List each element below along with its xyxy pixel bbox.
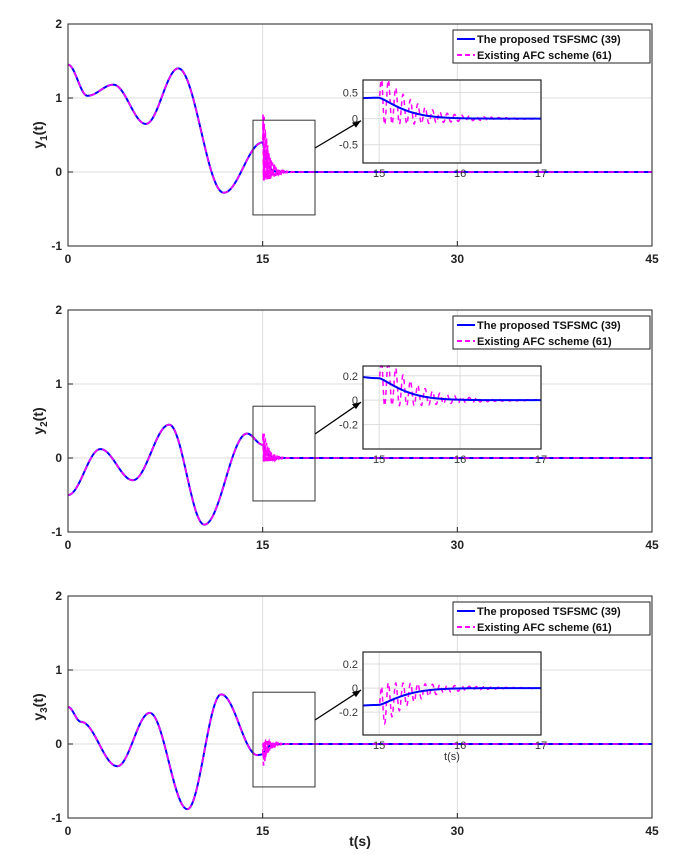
inset-y-tick-label: -0.5 <box>339 140 358 152</box>
legend-label-proposed: The proposed TSFSMC (39) <box>477 34 621 46</box>
x-tick-label: 15 <box>256 538 270 552</box>
zoom-region-box <box>252 691 316 788</box>
inset-x-tick-label: 16 <box>454 740 466 752</box>
y-label-suffix: (t) <box>30 407 46 421</box>
y-axis-label: y3(t) <box>30 693 50 720</box>
inset-y-tick-label: 0.2 <box>343 659 358 671</box>
y-tick-label: 2 <box>55 589 62 603</box>
axes-box <box>67 23 653 247</box>
y-label-subscript: 1 <box>39 135 50 141</box>
existing-afc-line <box>68 423 652 526</box>
inset-x-tick-label: 15 <box>373 454 385 466</box>
inset-box <box>362 79 542 164</box>
inset-y-tick-label: -0.2 <box>339 707 358 719</box>
axes-box <box>67 309 653 533</box>
zoom-region-box <box>252 119 316 216</box>
arrow-head-icon <box>352 120 361 128</box>
x-tick-label: 0 <box>65 252 72 266</box>
legend-box <box>452 315 651 350</box>
y-label-suffix: (t) <box>30 693 46 707</box>
x-tick-label: 30 <box>451 538 465 552</box>
zoom-arrow <box>314 689 362 721</box>
zoom-region-box <box>252 405 316 502</box>
inset-x-tick-label: 16 <box>454 168 466 180</box>
legend-label-existing: Existing AFC scheme (61) <box>477 50 612 62</box>
legend: The proposed TSFSMC (39) Existing AFC sch… <box>452 601 651 636</box>
inset-proposed-tsfsmc-line <box>362 375 542 402</box>
y-axis-label: y1(t) <box>30 121 50 148</box>
x-tick-label: 45 <box>645 538 659 552</box>
inset-x-tick-label: 17 <box>535 168 547 180</box>
inset-proposed-tsfsmc-line <box>362 96 541 120</box>
inset-x-tick-label: 15 <box>373 740 385 752</box>
inset-y-tick-label: 0.2 <box>343 371 358 383</box>
inset-existing-afc-line <box>362 79 542 126</box>
y-tick-label: 1 <box>55 663 62 677</box>
y-tick-label: 1 <box>55 377 62 391</box>
x-tick-label: 30 <box>451 252 465 266</box>
y-label-main: y <box>30 713 46 721</box>
inset-plot: 15 16 17 0.5 0 -0.5 <box>339 79 547 180</box>
y-tick-label: 0 <box>55 737 62 751</box>
inset-plot: 15 16 17 0.2 0 -0.2 t(s) <box>339 651 547 763</box>
inset-area <box>363 652 541 735</box>
inset-x-tick-label: 15 <box>373 168 385 180</box>
inset-plot: 15 16 17 0.2 0 -0.2 <box>339 365 547 466</box>
arrow-head-icon <box>352 690 361 698</box>
inset-area <box>363 366 541 449</box>
legend-box <box>452 601 651 636</box>
axes-box <box>67 595 653 819</box>
inset-x-tick-label: 17 <box>535 454 547 466</box>
existing-afc-line <box>68 63 652 194</box>
y-tick-label: 2 <box>55 303 62 317</box>
x-axis-label: t(s) <box>349 833 371 849</box>
legend-label-existing: Existing AFC scheme (61) <box>477 622 612 634</box>
inset-x-tick-label: 16 <box>454 454 466 466</box>
inset-x-tick-label: 17 <box>535 740 547 752</box>
arrow-head-icon <box>352 402 361 410</box>
inset-box <box>362 651 542 736</box>
x-tick-label: 30 <box>451 824 465 838</box>
x-tick-label: 0 <box>65 824 72 838</box>
inset-box <box>362 365 542 450</box>
legend: The proposed TSFSMC (39) Existing AFC sch… <box>452 29 651 64</box>
y-tick-label: 1 <box>55 91 62 105</box>
y-tick-label: 0 <box>55 451 62 465</box>
legend-label-proposed: The proposed TSFSMC (39) <box>477 320 621 332</box>
y-tick-label: -1 <box>51 239 62 253</box>
y-tick-label: 2 <box>55 17 62 31</box>
inset-y-tick-label: 0 <box>352 683 358 695</box>
y-tick-label: 0 <box>55 165 62 179</box>
y-label-main: y <box>30 141 46 149</box>
x-tick-label: 0 <box>65 538 72 552</box>
existing-afc-line <box>68 693 652 810</box>
zoom-arrow <box>314 401 362 435</box>
y-label-subscript: 2 <box>39 421 50 427</box>
legend-box <box>452 29 651 64</box>
legend-label-existing: Existing AFC scheme (61) <box>477 336 612 348</box>
inset-y-tick-label: 0 <box>352 114 358 126</box>
zoom-arrow <box>314 120 362 149</box>
y-label-subscript: 3 <box>39 707 50 713</box>
x-tick-label: 45 <box>645 252 659 266</box>
x-tick-label: 45 <box>645 824 659 838</box>
inset-y-tick-label: -0.2 <box>339 420 358 432</box>
y-axis-label: y2(t) <box>30 407 50 434</box>
x-tick-label: 15 <box>256 252 270 266</box>
inset-proposed-tsfsmc-line <box>362 687 541 707</box>
x-tick-label: 15 <box>256 824 270 838</box>
y-tick-label: -1 <box>51 811 62 825</box>
legend: The proposed TSFSMC (39) Existing AFC sch… <box>452 315 651 350</box>
inset-y-tick-label: 0 <box>352 395 358 407</box>
inset-y-tick-label: 0.5 <box>343 88 358 100</box>
y-label-suffix: (t) <box>30 121 46 135</box>
y-label-main: y <box>30 427 46 435</box>
inset-x-axis-label: t(s) <box>444 751 460 763</box>
y-tick-label: -1 <box>51 525 62 539</box>
legend-label-proposed: The proposed TSFSMC (39) <box>477 606 621 618</box>
